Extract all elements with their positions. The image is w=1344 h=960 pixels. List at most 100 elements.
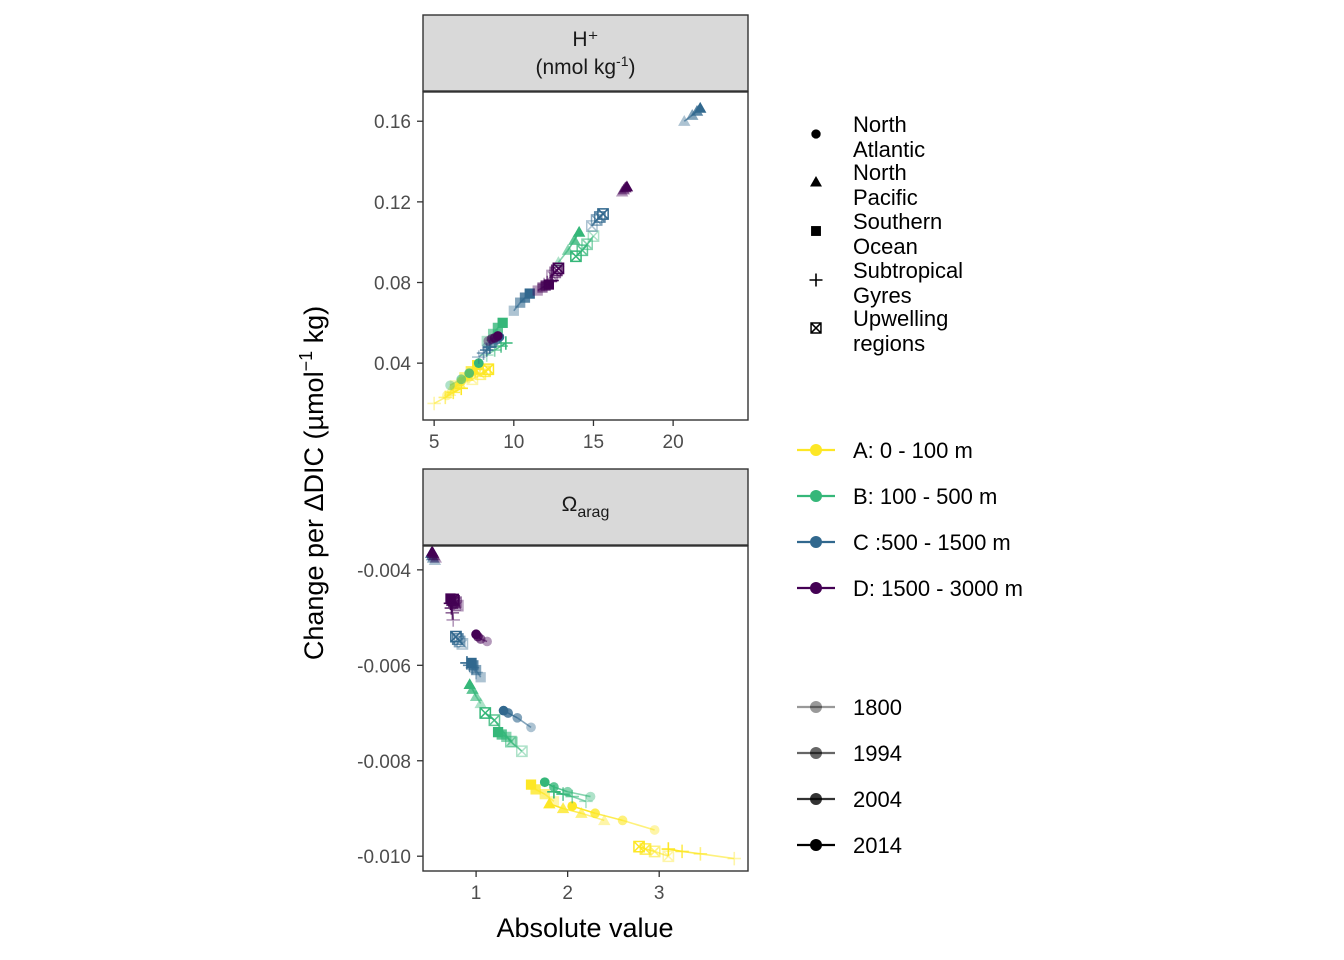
data-point <box>476 346 491 360</box>
data-point <box>568 233 581 245</box>
data-point <box>570 250 582 263</box>
series-segment <box>433 396 446 405</box>
panel-border-omega <box>422 545 749 872</box>
legend-label: Gyres <box>853 283 912 308</box>
x-tick-label: 15 <box>583 432 604 453</box>
data-point <box>499 336 513 350</box>
plot-area-hplus <box>427 101 707 411</box>
data-point <box>445 380 455 391</box>
data-point <box>512 712 523 723</box>
data-point <box>537 277 551 292</box>
legend-key-dot <box>810 793 822 805</box>
legend-depth-A: A: 0 - 100 m <box>797 438 973 463</box>
strip-subtitle-hplus: (nmol kg-1) <box>536 53 636 79</box>
legend-label: C :500 - 1500 m <box>853 530 1011 555</box>
series-segment <box>444 391 454 399</box>
data-point <box>498 705 509 716</box>
legend-label: Ocean <box>853 234 918 259</box>
data-point <box>598 814 611 826</box>
data-point <box>556 787 570 801</box>
data-point <box>469 690 483 701</box>
legend-regions: NorthAtlanticNorthPacificSouthernOceanSu… <box>809 112 963 356</box>
data-point <box>590 808 600 819</box>
x-tick-label: 10 <box>503 432 524 453</box>
circle-icon <box>811 129 821 139</box>
data-point <box>572 225 586 237</box>
data-point <box>505 735 517 748</box>
plus-icon <box>809 273 823 287</box>
y-tick-label: 0.04 <box>374 354 411 375</box>
legend-label: 1800 <box>853 695 902 720</box>
data-point <box>492 726 504 738</box>
data-point <box>556 802 570 814</box>
x-axis-title: Absolute value <box>496 913 673 943</box>
y-tick-label: -0.008 <box>357 752 411 773</box>
data-point <box>462 658 477 673</box>
y-tick-label: -0.010 <box>357 847 411 868</box>
data-point <box>456 374 467 385</box>
triangle-icon <box>810 176 822 187</box>
legend-year-1800: 1800 <box>797 695 902 720</box>
data-point <box>548 796 560 807</box>
legend-depths: A: 0 - 100 m B: 100 - 500 m C :500 - 1500 … <box>797 438 1023 601</box>
data-point <box>575 807 588 818</box>
data-point <box>427 396 441 411</box>
axis-ticks-hplus: 0.04 0.08 0.12 0.16 5 10 15 20 <box>374 112 684 453</box>
axis-ticks-omega: -0.004 -0.006 -0.008 -0.010 1 2 3 <box>357 561 664 904</box>
data-point <box>539 789 550 800</box>
legend-label: D: 1500 - 3000 m <box>853 576 1023 601</box>
legend-label: Subtropical <box>853 258 963 283</box>
data-point <box>464 368 475 379</box>
data-point <box>567 801 578 811</box>
data-point <box>543 279 554 290</box>
strip-title-omega: Ωarag <box>562 493 610 521</box>
data-point <box>463 678 476 690</box>
y-tick-label: -0.004 <box>357 561 411 582</box>
data-point <box>526 722 536 733</box>
legend-year-1994: 1994 <box>797 741 902 766</box>
legend-label: Atlantic <box>853 137 925 162</box>
legend-depth-B: B: 100 - 500 m <box>797 484 997 509</box>
legend-year-2014: 2014 <box>797 833 902 858</box>
data-point <box>449 380 460 391</box>
data-point <box>438 390 453 405</box>
legend-label: B: 100 - 500 m <box>853 484 997 509</box>
data-point <box>479 343 494 357</box>
data-point <box>482 363 495 376</box>
data-point <box>543 797 556 809</box>
legend-label: A: 0 - 100 m <box>853 438 973 463</box>
legend-label: North <box>853 160 907 185</box>
legend-key-dot <box>810 701 822 713</box>
data-point <box>493 331 503 341</box>
data-point <box>425 545 439 557</box>
data-point <box>524 288 535 299</box>
x-tick-label: 1 <box>471 883 482 904</box>
panel-omega-arag: Ωarag -0.004 -0.006 -0.008 -0.010 1 2 3 <box>357 468 749 904</box>
legend-depth-C: C :500 - 1500 m <box>797 530 1011 555</box>
data-point <box>481 335 492 347</box>
data-point <box>675 844 689 859</box>
legend-label: 2014 <box>853 833 902 858</box>
data-point <box>446 385 461 400</box>
square-icon <box>811 226 821 236</box>
legend-key-dot <box>810 747 822 759</box>
data-point <box>508 305 519 316</box>
data-point <box>565 789 579 804</box>
legend-label: 2004 <box>853 787 902 812</box>
data-point <box>473 358 484 369</box>
legend-key-dot <box>810 582 822 594</box>
data-point <box>497 317 508 328</box>
y-tick-label: -0.006 <box>357 656 411 677</box>
data-point <box>727 851 742 866</box>
legend-label: Pacific <box>853 185 918 210</box>
data-point <box>447 593 460 606</box>
data-point <box>693 101 707 113</box>
data-point <box>579 794 593 809</box>
y-axis-title-superscript: −1 <box>296 351 316 372</box>
legend-label: Upwelling <box>853 306 948 331</box>
legend-key-dot <box>810 536 822 548</box>
strip-hplus <box>422 14 749 92</box>
